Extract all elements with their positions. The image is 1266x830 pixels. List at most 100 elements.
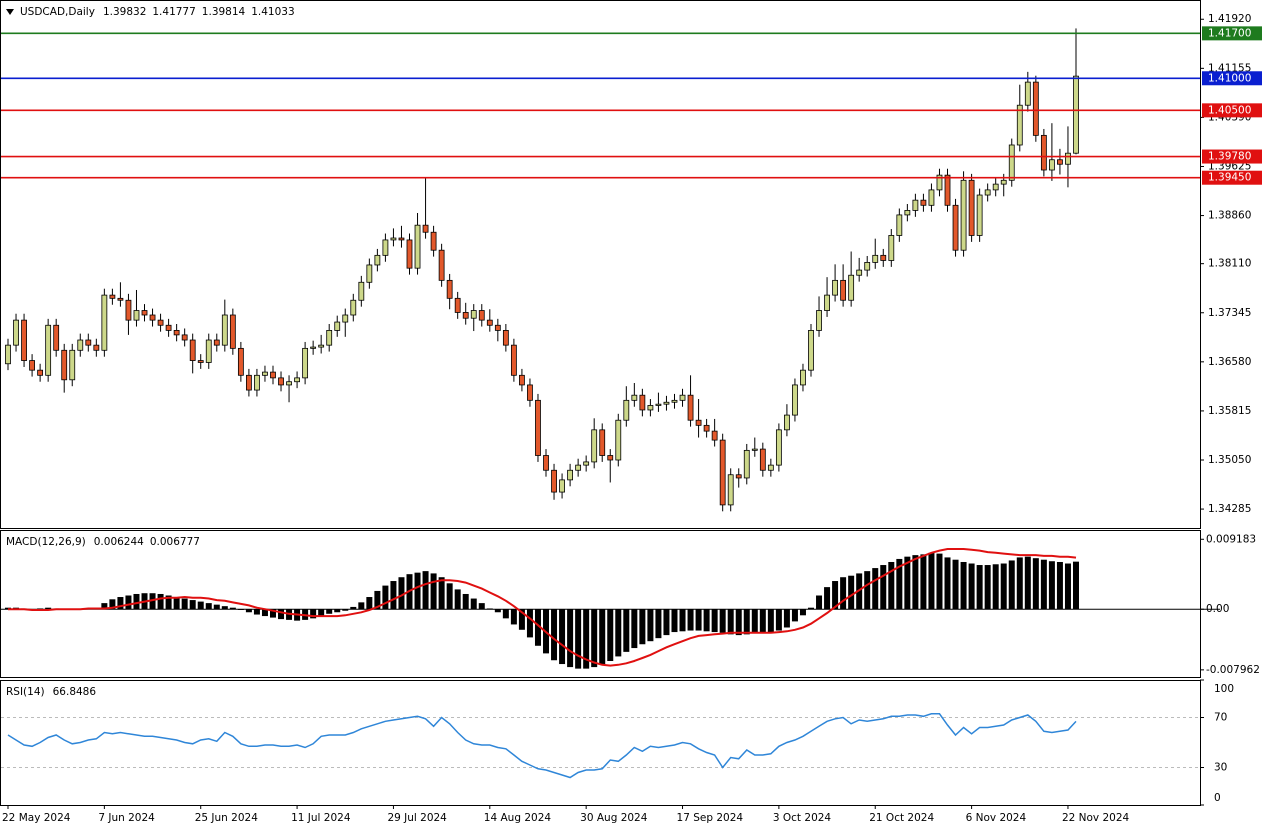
macd-bar: [647, 609, 654, 642]
candle-body: [229, 314, 236, 349]
macd-bar: [607, 609, 614, 662]
level-label-box: [1202, 26, 1262, 41]
macd-bar: [470, 598, 477, 610]
candle-body: [711, 430, 718, 441]
macd-bar: [976, 565, 983, 610]
candle-body: [623, 399, 630, 421]
macd-bar: [559, 609, 566, 665]
candle-body: [864, 261, 871, 271]
macd-bar: [960, 561, 967, 610]
candle-body: [61, 349, 68, 381]
candle-body: [800, 369, 806, 386]
candle-body: [727, 474, 734, 506]
candle-body: [928, 189, 935, 206]
candle-body: [631, 394, 638, 401]
candle-body: [703, 424, 710, 432]
macd-bar: [872, 568, 879, 610]
x-tick-label: 11 Jul 2024: [291, 812, 351, 824]
candle-body: [342, 314, 349, 323]
candle-body: [808, 330, 814, 371]
y-tick-label: 0: [1214, 792, 1221, 804]
candle-body: [430, 231, 437, 251]
candle-body: [896, 214, 903, 236]
macd-bar: [430, 573, 437, 610]
macd-bar: [366, 597, 373, 610]
macd-bar: [687, 609, 694, 631]
macd-bar: [414, 572, 421, 610]
candle-body: [575, 464, 582, 471]
candle-body: [181, 334, 188, 341]
macd-bar: [591, 609, 598, 668]
pane-title: RSI(14): [6, 686, 45, 698]
header-value: 0.006777: [150, 536, 200, 548]
macd-bar: [671, 609, 678, 633]
candle-body: [406, 239, 413, 269]
candle-body: [920, 199, 927, 206]
macd-bar: [992, 564, 999, 610]
macd-bar: [583, 609, 590, 669]
x-tick-label: 22 Nov 2024: [1062, 812, 1130, 824]
candle-body: [5, 344, 11, 365]
candle-body: [872, 254, 879, 263]
candle-body: [278, 377, 284, 386]
macd-bar: [816, 595, 823, 610]
macd-bar: [117, 597, 124, 610]
macd-bar: [318, 609, 325, 617]
candle-body: [237, 347, 244, 376]
macd-bar: [165, 595, 172, 610]
macd-bar: [711, 609, 718, 633]
macd-bar: [390, 581, 397, 610]
macd-bar: [567, 609, 574, 668]
candle-body: [510, 344, 517, 376]
macd-bar: [1040, 559, 1047, 610]
y-tick-label: 1.36580: [1208, 356, 1251, 368]
macd-bar: [422, 571, 429, 610]
header-value: 1.39814: [202, 6, 246, 18]
candle-body: [294, 377, 300, 383]
x-tick-label: 21 Oct 2024: [869, 812, 934, 824]
macd-bar: [936, 553, 943, 610]
y-tick-label: 1.38860: [1208, 210, 1251, 222]
macd-bar: [655, 609, 662, 639]
candle-body: [1000, 179, 1007, 185]
candle-body: [816, 310, 822, 331]
macd-pane: [0, 530, 1201, 678]
candle-body: [141, 310, 148, 316]
macd-bar: [735, 609, 742, 636]
macd-bar: [181, 598, 188, 610]
candle-body: [775, 429, 782, 466]
header-value: 1.39832: [103, 6, 146, 18]
candle-body: [414, 224, 421, 269]
candle-body: [848, 274, 855, 301]
candle-body: [1016, 104, 1023, 146]
macd-bar: [1048, 561, 1055, 610]
macd-bar: [679, 609, 686, 632]
macd-bar: [197, 601, 204, 610]
candle-body: [133, 310, 140, 321]
candle-body: [888, 235, 895, 261]
candle-body: [254, 374, 260, 391]
candle-body: [45, 324, 52, 376]
candle-body: [125, 299, 132, 321]
macd-bar: [502, 609, 509, 619]
candle-body: [840, 279, 847, 301]
candle-body: [679, 394, 686, 401]
header-value: 1.41033: [251, 6, 294, 18]
level-label: 1.39450: [1208, 172, 1251, 184]
candle-body: [270, 371, 276, 379]
y-tick-label: 1.41920: [1208, 13, 1251, 25]
macd-bar: [1064, 563, 1071, 610]
y-tick-label: 1.34285: [1208, 503, 1251, 515]
candle-body: [29, 360, 35, 371]
macd-bar: [45, 607, 52, 610]
macd-bar: [952, 559, 959, 610]
candle-body: [759, 448, 766, 471]
pane-title: USDCAD,Daily: [20, 6, 95, 18]
macd-bar: [125, 595, 132, 610]
macd-bar: [912, 555, 919, 610]
macd-bar: [526, 609, 533, 638]
header-value: 1.41777: [152, 6, 195, 18]
level-label-box: [1202, 71, 1262, 86]
macd-bar: [968, 563, 975, 610]
macd-bar: [848, 575, 855, 610]
